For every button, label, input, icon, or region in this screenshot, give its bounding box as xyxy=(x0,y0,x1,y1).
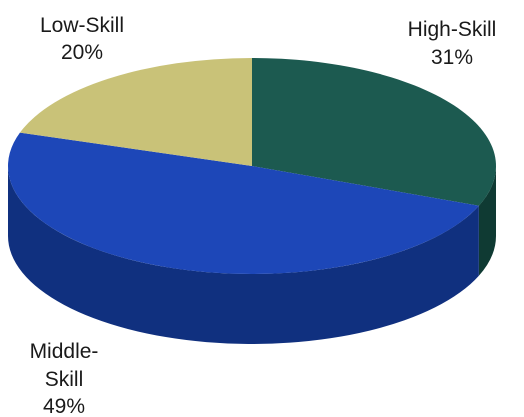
label-low-skill-percent: 20% xyxy=(61,41,103,64)
pie-side-high-skill xyxy=(478,166,496,276)
label-middle-skill-percent: 49% xyxy=(43,395,85,417)
pie-slice-high-skill xyxy=(252,58,496,206)
label-middle-skill: Middle- Skill 49% xyxy=(30,340,99,417)
label-high-skill-percent: 31% xyxy=(431,46,473,69)
pie-slice-middle-skill xyxy=(8,132,479,274)
pie-slices xyxy=(8,58,496,274)
label-low-skill-name: Low-Skill xyxy=(40,14,124,37)
label-high-skill: High-Skill 31% xyxy=(408,18,497,69)
label-middle-skill-line1: Middle- xyxy=(30,340,99,363)
pie-3d-sides xyxy=(8,166,496,344)
pie-slice-low-skill xyxy=(19,58,252,166)
pie-side-middle-skill xyxy=(8,166,479,344)
label-high-skill-name: High-Skill xyxy=(408,18,497,41)
label-low-skill: Low-Skill 20% xyxy=(40,14,124,64)
label-middle-skill-line2: Skill xyxy=(45,368,84,391)
